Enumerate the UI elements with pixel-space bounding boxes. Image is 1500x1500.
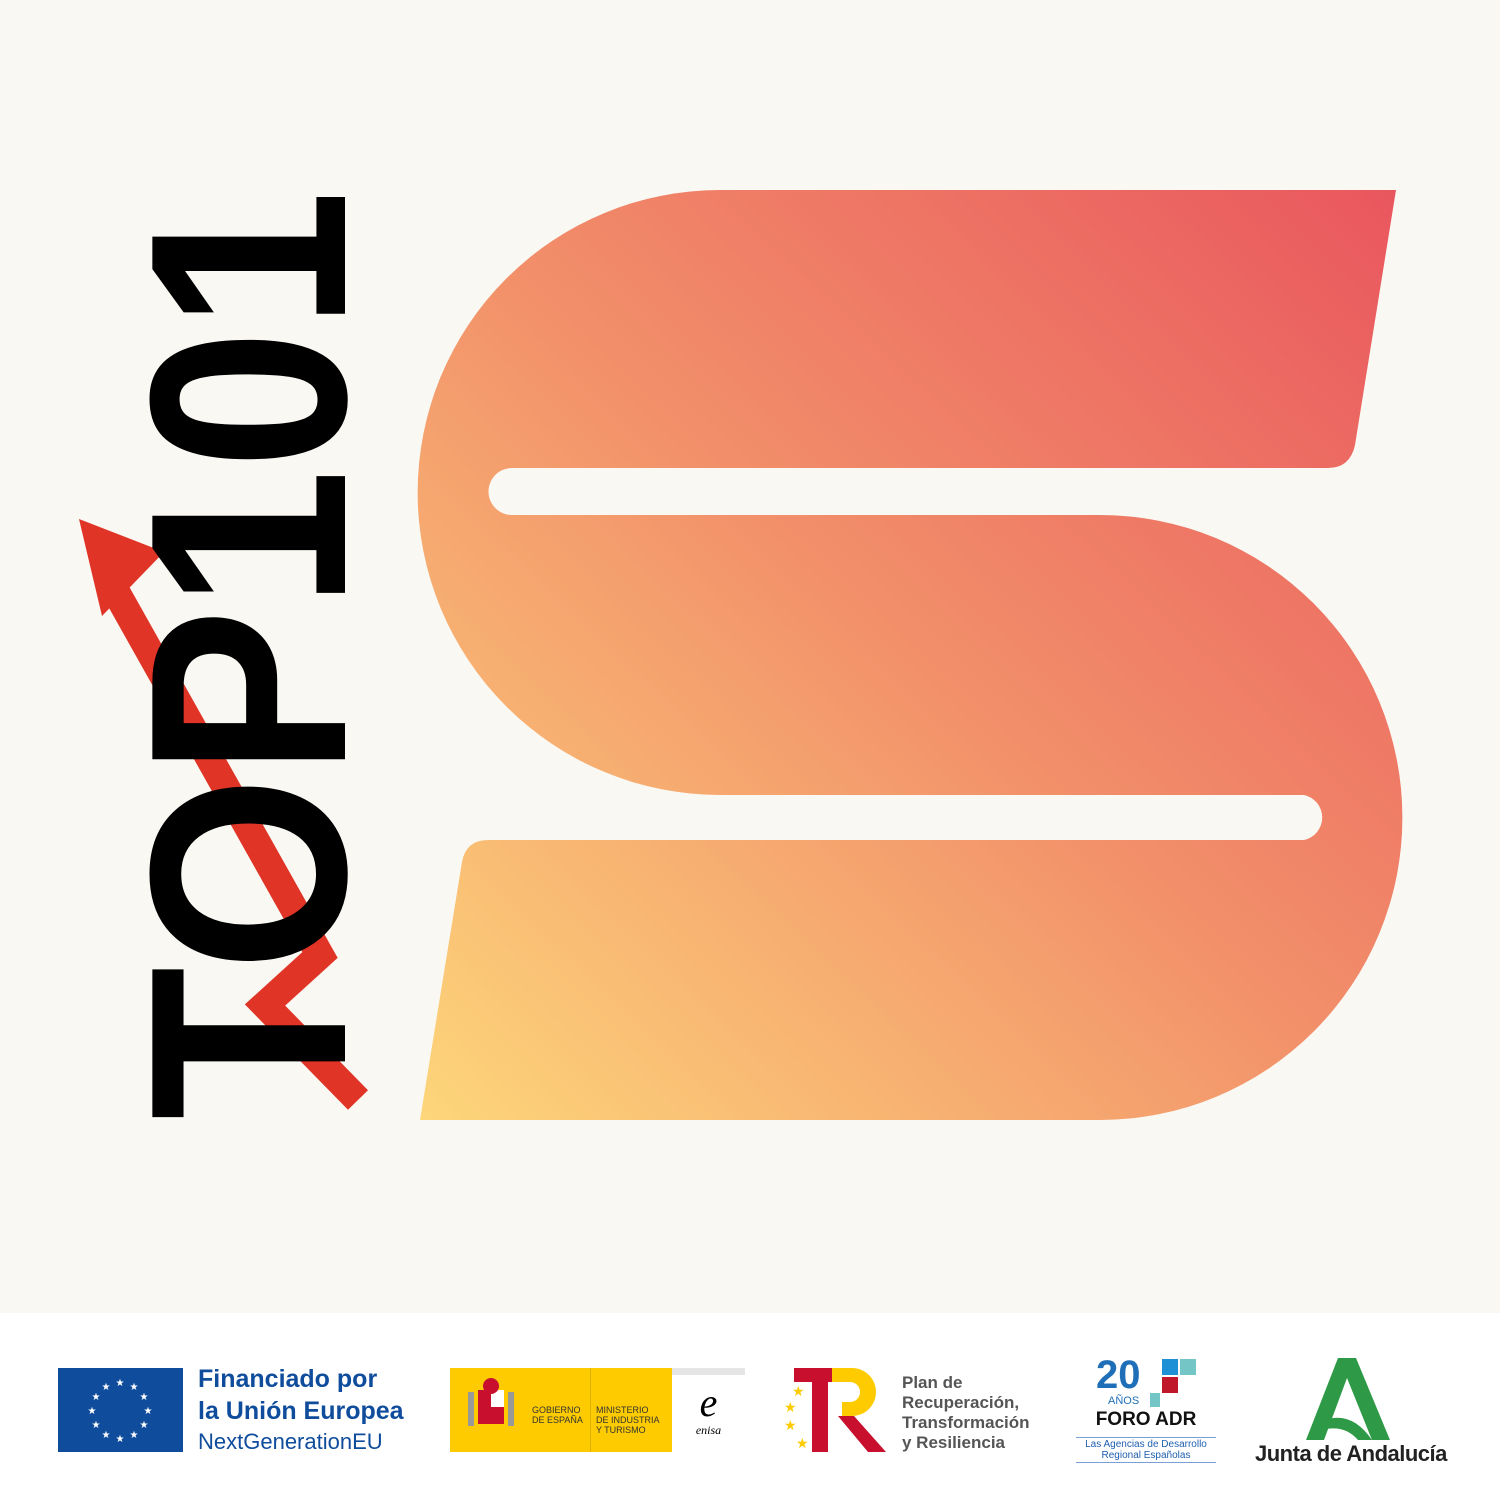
rising-arrow-icon — [79, 519, 369, 1110]
poster-title: TOP101 — [93, 190, 405, 1120]
svg-text:★: ★ — [88, 1406, 97, 1417]
svg-text:★: ★ — [792, 1383, 805, 1399]
svg-text:★: ★ — [784, 1399, 797, 1415]
gobierno-text: GOBIERNO DE ESPAÑA — [532, 1405, 583, 1425]
svg-text:★: ★ — [130, 1430, 139, 1441]
eu-flag-icon: ★ ★ ★ ★ ★ ★ ★ ★ ★ ★ ★ ★ — [58, 1368, 183, 1452]
svg-text:★: ★ — [92, 1392, 101, 1403]
svg-text:★: ★ — [116, 1434, 125, 1445]
foro-anos: AÑOS — [1108, 1395, 1140, 1407]
foro-subtitle: Las Agencias de Desarrollo Regional Espa… — [1076, 1437, 1216, 1463]
foro-20-number: 20 — [1096, 1353, 1141, 1397]
s-shape-logo — [417, 190, 1403, 1120]
junta-andalucia-text: Junta de Andalucía — [1255, 1441, 1447, 1466]
ministerio-text: MINISTERIO DE INDUSTRIA Y TURISMO — [596, 1405, 660, 1435]
sponsor-footer: ★ ★ ★ ★ ★ ★ ★ ★ ★ ★ ★ ★ Financiado por la Unión … — [0, 1313, 1500, 1500]
svg-text:★: ★ — [102, 1430, 111, 1441]
gobierno-espana-logo — [450, 1368, 672, 1452]
enisa-logo: e enisa — [672, 1368, 745, 1452]
svg-text:★: ★ — [130, 1382, 139, 1393]
divider — [590, 1368, 591, 1452]
svg-text:★: ★ — [784, 1417, 797, 1433]
svg-text:★: ★ — [140, 1392, 149, 1403]
coat-of-arms-icon — [468, 1378, 514, 1426]
svg-text:★: ★ — [102, 1382, 111, 1393]
svg-text:★: ★ — [144, 1406, 153, 1417]
svg-text:★: ★ — [92, 1420, 101, 1431]
poster-artwork: TOP101 — [79, 190, 1403, 1120]
svg-text:★: ★ — [140, 1420, 149, 1431]
prtr-text: Plan de Recuperación, Transformación y R… — [902, 1373, 1030, 1452]
prtr-logo-icon: ★★★★ — [784, 1368, 886, 1452]
junta-andalucia-a-icon — [1306, 1358, 1390, 1440]
foro-squares-icon — [1150, 1359, 1196, 1407]
svg-text:★: ★ — [116, 1378, 125, 1389]
svg-text:★: ★ — [796, 1435, 809, 1451]
foro-name: FORO ADR — [1095, 1409, 1197, 1430]
eu-funding-text: Financiado por la Unión Europea NextGene… — [198, 1365, 404, 1454]
